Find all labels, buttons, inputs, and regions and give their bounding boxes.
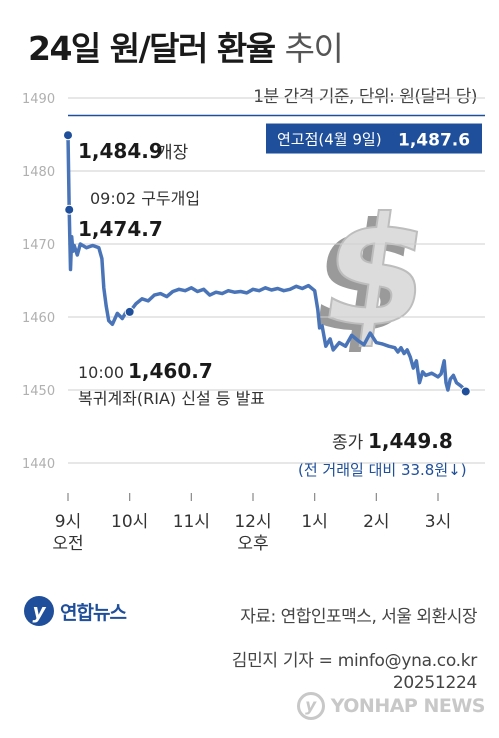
watermark-text: YONHAP NEWS [330, 695, 486, 717]
chart-title: 24일 원/달러 환율 추이 [28, 22, 344, 70]
buy-caption: 09:02 구두개입 [90, 189, 200, 208]
open-text-label: 개장 [157, 143, 189, 163]
watermark-icon: y [296, 692, 325, 720]
year-high-label: 연고점(4월 9일) [277, 131, 382, 149]
y-tick-label-1440: 1440 [22, 457, 55, 472]
svg-text:$: $ [311, 185, 440, 360]
year-high-value: 1,487.6 [398, 131, 470, 151]
close-value-label: 1,449.8 [368, 429, 453, 453]
y-tick-label-1470: 1470 [22, 238, 55, 253]
yonhap-logo: y 연합뉴스 [24, 596, 127, 626]
point-close [460, 386, 471, 397]
y-tick-label-1490: 1490 [22, 92, 55, 107]
series-line-0 [66, 133, 468, 394]
dollar-sign-icon: $$ [301, 184, 442, 366]
open-value-label: 1,484.9 [78, 139, 163, 163]
source-note: 자료: 연합인포맥스, 서울 외환시장 [240, 607, 477, 627]
ria-value-label: 1,460.7 [128, 359, 213, 383]
close-text-label: 종가 [332, 433, 364, 453]
y-tick-label-1450: 1450 [22, 384, 55, 399]
unit-note: 1분 간격 기준, 단위: 원(달러 당) [253, 87, 477, 107]
credit-block: 김민지 기자 = minfo@yna.co.kr 20251224 [231, 650, 478, 694]
y-tick-label-1480: 1480 [22, 165, 55, 180]
x-tick-label-1: 10시 [111, 512, 148, 532]
point-ria [124, 306, 135, 317]
yonhap-watermark: y YONHAP NEWS [296, 692, 486, 720]
yonhap-logo-text: 연합뉴스 [60, 601, 127, 624]
title-main: 24일 원/달러 환율 [28, 29, 276, 68]
publish-date: 20251224 [392, 673, 477, 693]
x-tick-sub-0: 오전 [52, 534, 83, 554]
ria-time-label: 10:00 [78, 363, 124, 382]
x-tick-label-2: 11시 [173, 512, 210, 532]
title-sub: 추이 [284, 29, 344, 68]
x-tick-label-0: 9시 [55, 512, 81, 532]
x-tick-label-3: 12시 [234, 512, 271, 532]
y-tick-label-1460: 1460 [22, 311, 55, 326]
yonhap-logo-icon: y [24, 596, 54, 626]
x-tick-sub-3: 오후 [237, 534, 268, 554]
buy-value-label: 1,474.7 [78, 217, 163, 241]
x-tick-label-4: 1시 [301, 512, 327, 532]
reporter-credit: 김민지 기자 = minfo@yna.co.kr [231, 651, 478, 671]
x-tick-label-5: 2시 [363, 512, 389, 532]
point-open [63, 130, 73, 141]
close-caption: (전 거래일 대비 33.8원↓) [298, 461, 467, 479]
ria-caption: 복귀계좌(RIA) 신설 등 발표 [78, 389, 265, 408]
point-buy [64, 204, 75, 215]
svg-text:$: $ [301, 191, 430, 366]
year-high-box [266, 123, 482, 154]
x-tick-label-6: 3시 [425, 512, 451, 532]
